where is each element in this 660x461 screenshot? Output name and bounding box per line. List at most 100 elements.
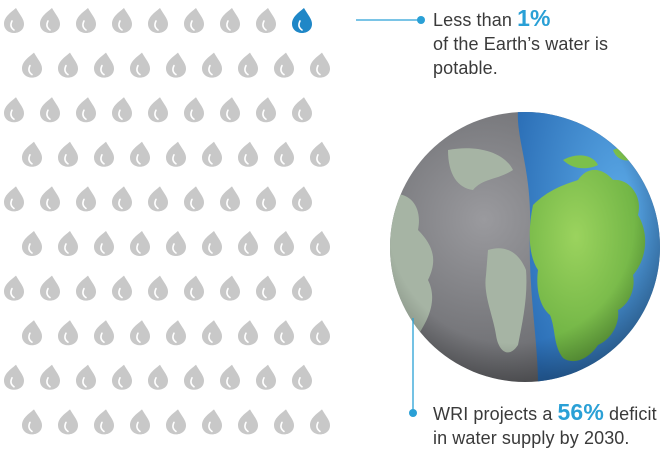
water-drop-icon: [238, 141, 258, 167]
water-drop-icon: [256, 364, 276, 390]
water-drop-icon: [76, 275, 96, 301]
water-drop-icon: [130, 52, 150, 78]
water-drop-icon: [292, 275, 312, 301]
water-drop-icon: [274, 320, 294, 346]
water-drop-icon: [292, 97, 312, 123]
water-drop-icon: [58, 52, 78, 78]
water-drop-icon: [40, 186, 60, 212]
earth-globe-icon: [390, 112, 660, 382]
water-drop-highlighted-icon: [292, 8, 312, 33]
water-drop-icon: [274, 409, 294, 435]
water-drop-icon: [58, 231, 78, 256]
water-drop-icon: [256, 275, 276, 301]
water-drop-icon: [22, 52, 42, 78]
callout-top-prefix: Less than: [433, 10, 518, 30]
water-drop-icon: [40, 8, 60, 33]
water-drop-icon: [166, 141, 186, 167]
water-drop-icon: [22, 141, 42, 167]
water-drop-icon: [76, 364, 96, 390]
potable-water-callout: Less than 1% of the Earth’s water is pot…: [433, 6, 653, 80]
callout-top-rest: of the Earth’s water is potable.: [433, 34, 609, 78]
water-drop-icon: [148, 8, 168, 33]
water-drop-icon: [76, 97, 96, 123]
water-drop-icon: [238, 320, 258, 346]
water-drop-icon: [256, 186, 276, 212]
water-drop-icon: [94, 409, 114, 435]
water-drop-icon: [184, 97, 204, 123]
water-drop-icon: [130, 141, 150, 167]
water-drop-icon: [220, 186, 240, 212]
water-drop-icon: [130, 320, 150, 346]
water-drop-icon: [202, 231, 222, 256]
water-drop-icon: [40, 97, 60, 123]
water-drop-icon: [238, 231, 258, 256]
water-drop-icon: [292, 186, 312, 212]
water-drop-icon: [220, 364, 240, 390]
callout-bottom-value: 56%: [557, 399, 604, 425]
callout-bottom-mid: deficit: [603, 404, 657, 424]
water-drop-icon: [4, 97, 24, 123]
water-drop-icon: [166, 231, 186, 256]
water-drop-icon: [112, 8, 132, 33]
water-drop-icon: [148, 275, 168, 301]
water-drop-icon: [148, 186, 168, 212]
water-drop-icon: [130, 231, 150, 256]
water-drop-icon: [220, 275, 240, 301]
water-drop-icon: [166, 409, 186, 435]
water-drop-icon: [202, 409, 222, 435]
water-drop-icon: [58, 320, 78, 346]
callout-top-value: 1%: [517, 5, 551, 31]
water-drop-icon: [220, 8, 240, 33]
water-drop-icon: [274, 231, 294, 256]
water-drop-icon: [310, 141, 330, 167]
water-drop-icon: [22, 409, 42, 435]
water-drop-icon: [202, 141, 222, 167]
water-drop-icon: [4, 8, 24, 33]
water-drop-icon: [40, 364, 60, 390]
water-drop-icon: [112, 97, 132, 123]
water-drop-icon: [184, 8, 204, 33]
water-drop-icon: [94, 320, 114, 346]
deficit-callout: WRI projects a 56% deficit in water supp…: [433, 400, 658, 450]
water-drop-icon: [148, 97, 168, 123]
water-drop-icon: [4, 364, 24, 390]
water-drop-icon: [166, 52, 186, 78]
water-drop-icon: [292, 364, 312, 390]
water-drop-icon: [310, 231, 330, 256]
water-drop-icon: [202, 52, 222, 78]
water-drop-icon: [166, 320, 186, 346]
callout-bottom-prefix: WRI projects a: [433, 404, 558, 424]
water-drop-icon: [4, 186, 24, 212]
water-drop-icon: [4, 275, 24, 301]
water-drop-icon: [94, 52, 114, 78]
water-drop-icon: [112, 186, 132, 212]
water-drop-icon: [130, 409, 150, 435]
water-drop-icon: [202, 320, 222, 346]
water-drop-icon: [94, 231, 114, 256]
water-drop-icon: [184, 275, 204, 301]
water-drop-icon: [22, 231, 42, 256]
water-drop-icon: [184, 186, 204, 212]
water-drop-icon: [40, 275, 60, 301]
water-drop-icon: [58, 409, 78, 435]
water-drop-icon: [256, 8, 276, 33]
water-drop-icon: [310, 52, 330, 78]
water-drop-icon: [22, 320, 42, 346]
water-drop-grid: [4, 8, 330, 435]
water-drop-icon: [94, 141, 114, 167]
water-drop-icon: [112, 364, 132, 390]
water-drop-icon: [76, 186, 96, 212]
water-drop-icon: [274, 141, 294, 167]
water-drop-icon: [112, 275, 132, 301]
water-drop-icon: [256, 97, 276, 123]
water-drop-icon: [76, 8, 96, 33]
water-drop-icon: [148, 364, 168, 390]
water-drop-icon: [238, 409, 258, 435]
water-drop-icon: [310, 409, 330, 435]
water-drop-icon: [220, 97, 240, 123]
water-drop-icon: [184, 364, 204, 390]
water-drop-icon: [274, 52, 294, 78]
water-drop-icon: [310, 320, 330, 346]
water-drop-icon: [238, 52, 258, 78]
water-drop-icon: [58, 141, 78, 167]
